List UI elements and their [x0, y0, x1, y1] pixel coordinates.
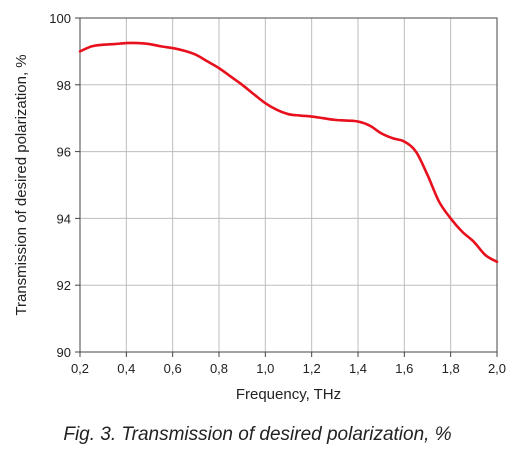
x-tick-label: 1,4 — [349, 361, 367, 376]
x-tick-label: 1,2 — [303, 361, 321, 376]
y-tick-label: 90 — [57, 345, 71, 360]
y-axis: 90 92 94 96 98 100 — [49, 11, 80, 360]
x-tick-label: 0,8 — [210, 361, 228, 376]
y-tick-label: 92 — [57, 278, 71, 293]
x-tick-label: 0,6 — [164, 361, 182, 376]
chart: 0,2 0,4 0,6 0,8 1,0 1,2 1,4 1,6 1,8 2,0 909294969… — [13, 11, 506, 403]
y-tick-label: 100 — [49, 11, 71, 26]
y-tick-label: 96 — [57, 145, 71, 160]
x-tick-label: 1,8 — [442, 361, 460, 376]
x-axis: 0,2 0,4 0,6 0,8 1,0 1,2 1,4 1,6 1,8 2,0 — [71, 352, 506, 376]
x-tick-label: 1,6 — [395, 361, 413, 376]
grid — [79, 17, 498, 353]
x-tick-label: 2,0 — [488, 361, 506, 376]
series-line — [78, 41, 499, 264]
y-tick-label: 98 — [57, 78, 71, 93]
y-axis-title: Transmission of desired polarization, % — [13, 54, 30, 315]
plot-frame — [79, 17, 498, 353]
figure-caption: Fig. 3. Transmission of desired polariza… — [63, 424, 452, 445]
x-tick-label: 1,0 — [256, 361, 274, 376]
x-tick-label: 0,2 — [71, 361, 89, 376]
x-axis-title: Frequency, THz — [236, 386, 341, 403]
x-tick-label: 0,4 — [117, 361, 135, 376]
y-tick-label: 94 — [57, 211, 71, 226]
